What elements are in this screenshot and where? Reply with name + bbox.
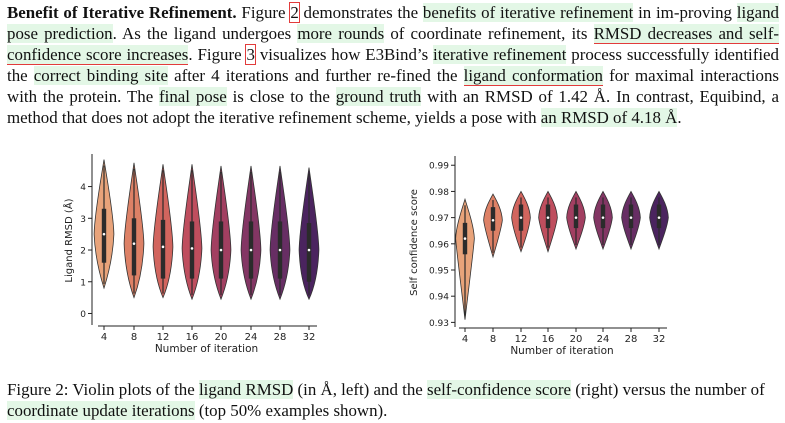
violin-iqr-box bbox=[490, 207, 496, 231]
y-tick-label: 0.94 bbox=[429, 293, 449, 303]
x-tick-label: 4 bbox=[462, 334, 468, 345]
violin-iqr-box bbox=[189, 221, 195, 279]
x-tick-label: 12 bbox=[515, 334, 528, 345]
body-paragraph: Benefit of Iterative Refinement. Figure … bbox=[7, 2, 779, 128]
caption-run: (top 50% examples shown). bbox=[194, 401, 388, 420]
y-tick-label: 0.93 bbox=[429, 319, 449, 329]
x-tick-label: 28 bbox=[274, 332, 287, 343]
violin-median bbox=[249, 248, 253, 252]
y-tick-label: 4 bbox=[80, 183, 86, 193]
y-axis-label: Ligand RMSD (Å) bbox=[62, 198, 75, 282]
violin-median bbox=[102, 232, 106, 236]
x-tick-label: 20 bbox=[570, 334, 583, 345]
x-axis-label: Number of iteration bbox=[155, 343, 258, 355]
y-tick-label: 0.99 bbox=[429, 162, 449, 172]
x-tick-label: 16 bbox=[186, 332, 199, 343]
x-tick-label: 20 bbox=[215, 332, 228, 343]
caption-run: self-confidence score bbox=[427, 380, 571, 399]
y-tick-label: 2 bbox=[80, 247, 86, 257]
x-tick-label: 12 bbox=[157, 332, 170, 343]
violin-iqr-box bbox=[600, 204, 606, 229]
y-axis-label: Self confidence score bbox=[409, 189, 420, 296]
paragraph-run: visualizes how E3Bind’s bbox=[254, 45, 434, 64]
paragraph-run: final pose bbox=[159, 87, 227, 106]
paragraph-run: with an RMSD of 1.42 Å. In contrast, Equ… bbox=[7, 87, 779, 127]
caption-run: Figure 2: Violin plots of the bbox=[7, 380, 199, 399]
y-tick-label: 3 bbox=[80, 215, 86, 225]
caption-run: (in Å, left) and the bbox=[293, 380, 427, 399]
violin-median bbox=[519, 216, 523, 219]
x-tick-label: 24 bbox=[245, 332, 258, 343]
paragraph-run: . Figure bbox=[188, 45, 247, 64]
paragraph-run: ground truth bbox=[335, 87, 422, 106]
violin-median bbox=[546, 216, 550, 219]
paragraph-run: 2 bbox=[289, 2, 300, 23]
paragraph-run: in im-proving bbox=[633, 3, 737, 22]
violin-median bbox=[629, 216, 633, 219]
violin-iqr-box bbox=[160, 219, 166, 279]
paragraph-run: . bbox=[677, 108, 682, 127]
paragraph-run: after 4 iterations and further re-fined … bbox=[167, 66, 464, 85]
y-tick-label: 0.98 bbox=[429, 188, 449, 198]
paragraph-run: 3 bbox=[245, 44, 256, 65]
violin-median bbox=[278, 248, 282, 252]
x-tick-label: 32 bbox=[653, 334, 666, 345]
violin-iqr-box bbox=[656, 204, 662, 229]
x-tick-label: 32 bbox=[303, 332, 316, 343]
paragraph-run: correct binding site bbox=[33, 66, 168, 85]
violin-median bbox=[601, 216, 605, 219]
violin-median bbox=[190, 247, 194, 250]
x-tick-label: 28 bbox=[625, 334, 638, 345]
x-axis-label: Number of iteration bbox=[510, 345, 613, 357]
violin-median bbox=[219, 248, 223, 252]
paragraph-run: ligand conformation bbox=[463, 66, 603, 86]
violin-iqr-box bbox=[545, 204, 551, 229]
paragraph-run: benefits of iterative refinement bbox=[422, 3, 634, 22]
paragraph-run: an RMSD of 4.18 Å bbox=[540, 108, 678, 127]
y-tick-label: 0.96 bbox=[429, 240, 449, 250]
paragraph-run: . As the ligand undergoes bbox=[112, 24, 298, 43]
violin-iqr-box bbox=[101, 208, 107, 263]
paragraph-run: process successfully identified the bbox=[7, 45, 779, 85]
violin-median bbox=[657, 216, 661, 219]
x-tick-label: 8 bbox=[490, 334, 496, 345]
paragraph-run: Figure bbox=[236, 3, 291, 22]
paragraph-run: of coordinate refinement, its bbox=[384, 24, 594, 43]
violin-iqr-box bbox=[131, 218, 137, 276]
figure-caption: Figure 2: Violin plots of the ligand RMS… bbox=[7, 379, 777, 421]
paragraph-run: demonstrates the bbox=[298, 3, 423, 22]
paragraph-run: Benefit of Iterative Refinement. bbox=[7, 3, 237, 22]
x-tick-label: 4 bbox=[101, 332, 107, 343]
paragraph-run: is close to the bbox=[226, 87, 336, 106]
violin-iqr-box bbox=[573, 204, 579, 229]
y-tick-label: 1 bbox=[80, 278, 86, 288]
x-tick-label: 8 bbox=[131, 332, 137, 343]
caption-run: (right) versus the number of bbox=[570, 380, 765, 399]
x-tick-label: 24 bbox=[597, 334, 610, 345]
paragraph-run: more rounds bbox=[297, 24, 385, 43]
caption-run: ligand RMSD bbox=[198, 380, 294, 399]
violin-iqr-box bbox=[628, 204, 634, 229]
paragraph-run: iterative refinement bbox=[433, 45, 567, 64]
violin-median bbox=[574, 216, 578, 219]
violin-median bbox=[132, 242, 136, 245]
violin-median bbox=[161, 245, 165, 249]
violin-median bbox=[491, 218, 495, 222]
violin-median bbox=[463, 237, 467, 240]
y-tick-label: 0.97 bbox=[429, 214, 449, 224]
y-tick-label: 0.95 bbox=[429, 267, 449, 277]
caption-run: coordinate update iterations bbox=[7, 401, 195, 420]
paragraph-run: for maximal interactions with the protei… bbox=[7, 66, 779, 106]
y-tick-label: 0 bbox=[80, 310, 86, 320]
violin-iqr-box bbox=[306, 223, 312, 282]
violin-median bbox=[307, 248, 311, 252]
x-tick-label: 16 bbox=[542, 334, 555, 345]
